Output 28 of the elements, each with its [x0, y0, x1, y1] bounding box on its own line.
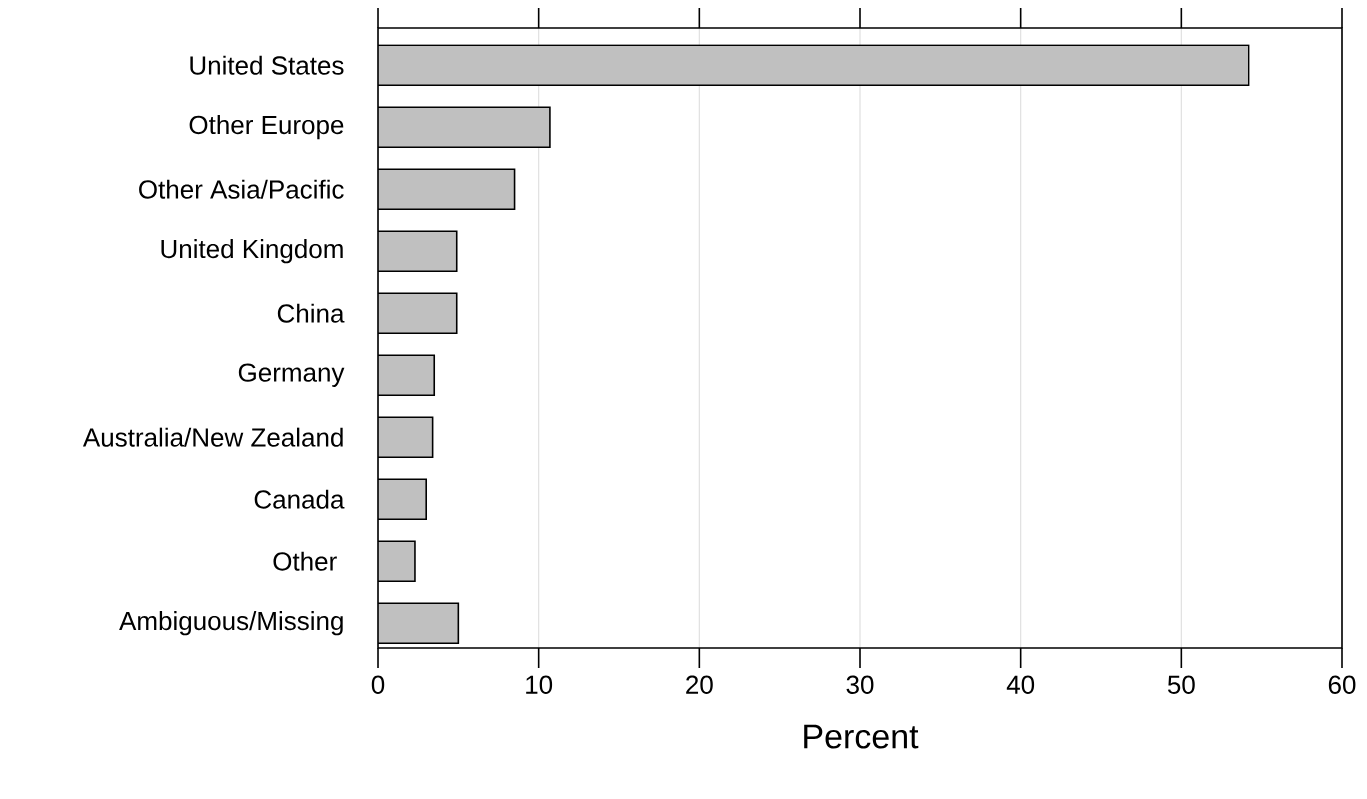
- bar: [378, 230, 458, 272]
- y-tick-label: Germany: [238, 363, 345, 387]
- y-tick-label: China: [277, 303, 345, 323]
- y-tick-label: United Kingdom: [161, 239, 343, 264]
- y-tick-label: Other Europe: [189, 115, 344, 140]
- bar: [378, 416, 434, 458]
- bar: [378, 540, 416, 582]
- y-tick-label: Other: [273, 551, 337, 571]
- bar: [378, 354, 436, 396]
- bar: [378, 44, 1250, 86]
- x-tick-label: 20: [686, 675, 713, 694]
- x-tick-label: 30: [846, 675, 874, 694]
- bar: [378, 602, 460, 644]
- x-tick-label: 40: [1006, 675, 1035, 694]
- y-tick-label: Ambiguous/Missing: [119, 611, 343, 636]
- bar: [378, 478, 428, 520]
- y-tick-label: United States: [190, 55, 344, 75]
- y-tick-label: Other Asia/Pacific: [139, 179, 344, 199]
- y-tick-label: Canada: [254, 489, 345, 509]
- x-axis-title: Percent: [804, 724, 919, 749]
- x-tick-label: 0: [371, 675, 385, 694]
- bar: [378, 168, 516, 210]
- x-tick-label: 60: [1328, 675, 1356, 694]
- bar: [378, 292, 458, 334]
- x-tick-label: 10: [526, 675, 553, 694]
- x-tick-label: 50: [1167, 675, 1195, 694]
- y-tick-label: Australia/New Zealand: [82, 427, 343, 447]
- bar: [378, 106, 551, 148]
